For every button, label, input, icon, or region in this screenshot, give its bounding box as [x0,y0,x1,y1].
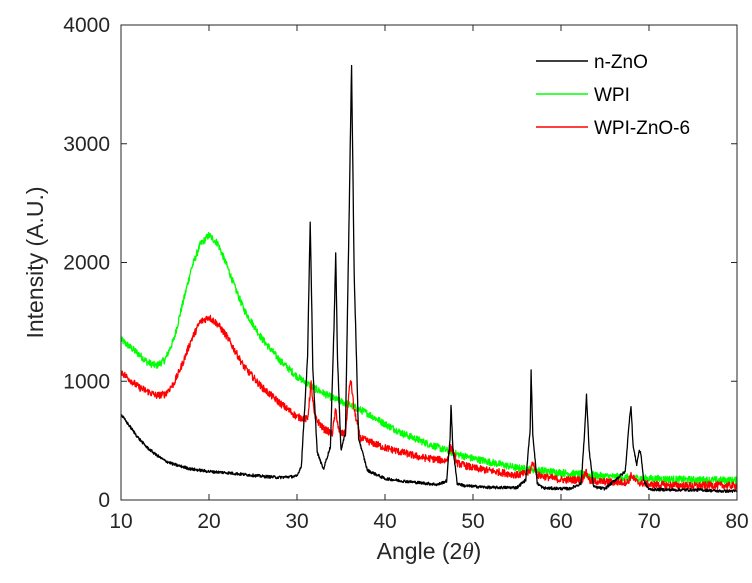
ticks-layer: 10 20 30 40 50 60 70 80 0 1000 2000 3000 4000 [63,14,748,533]
x-tick-label: 80 [725,510,748,533]
x-tick-label: 50 [461,510,484,533]
x-axis-theta-symbol: θ [462,539,473,564]
legend-label: WPI-ZnO-6 [594,118,690,139]
legend-label: WPI [594,85,630,106]
y-tick-label: 4000 [63,14,110,37]
legend: n-ZnO WPI WPI-ZnO-6 [536,52,690,139]
legend-label: n-ZnO [594,52,648,73]
series-line-wpi-zno-6 [121,314,737,490]
x-tick-label: 60 [549,510,572,533]
x-tick-label: 40 [373,510,396,533]
x-tick-label: 20 [197,510,220,533]
x-axis-title: Angle (2θ) [377,538,482,564]
y-tick-label: 3000 [63,133,110,156]
x-tick-label: 10 [109,510,132,533]
y-tick-label: 0 [98,489,110,512]
x-tick-label: 30 [285,510,308,533]
x-axis-title-text: Angle (2 [377,538,463,564]
x-axis-title-close: ) [474,538,482,564]
series-line-n-zno [121,64,737,494]
y-tick-label: 2000 [63,252,110,275]
y-axis-title: Intensity (A.U.) [22,186,48,338]
x-tick-label: 70 [637,510,660,533]
y-tick-label: 1000 [63,370,110,393]
series-layer [121,64,737,494]
